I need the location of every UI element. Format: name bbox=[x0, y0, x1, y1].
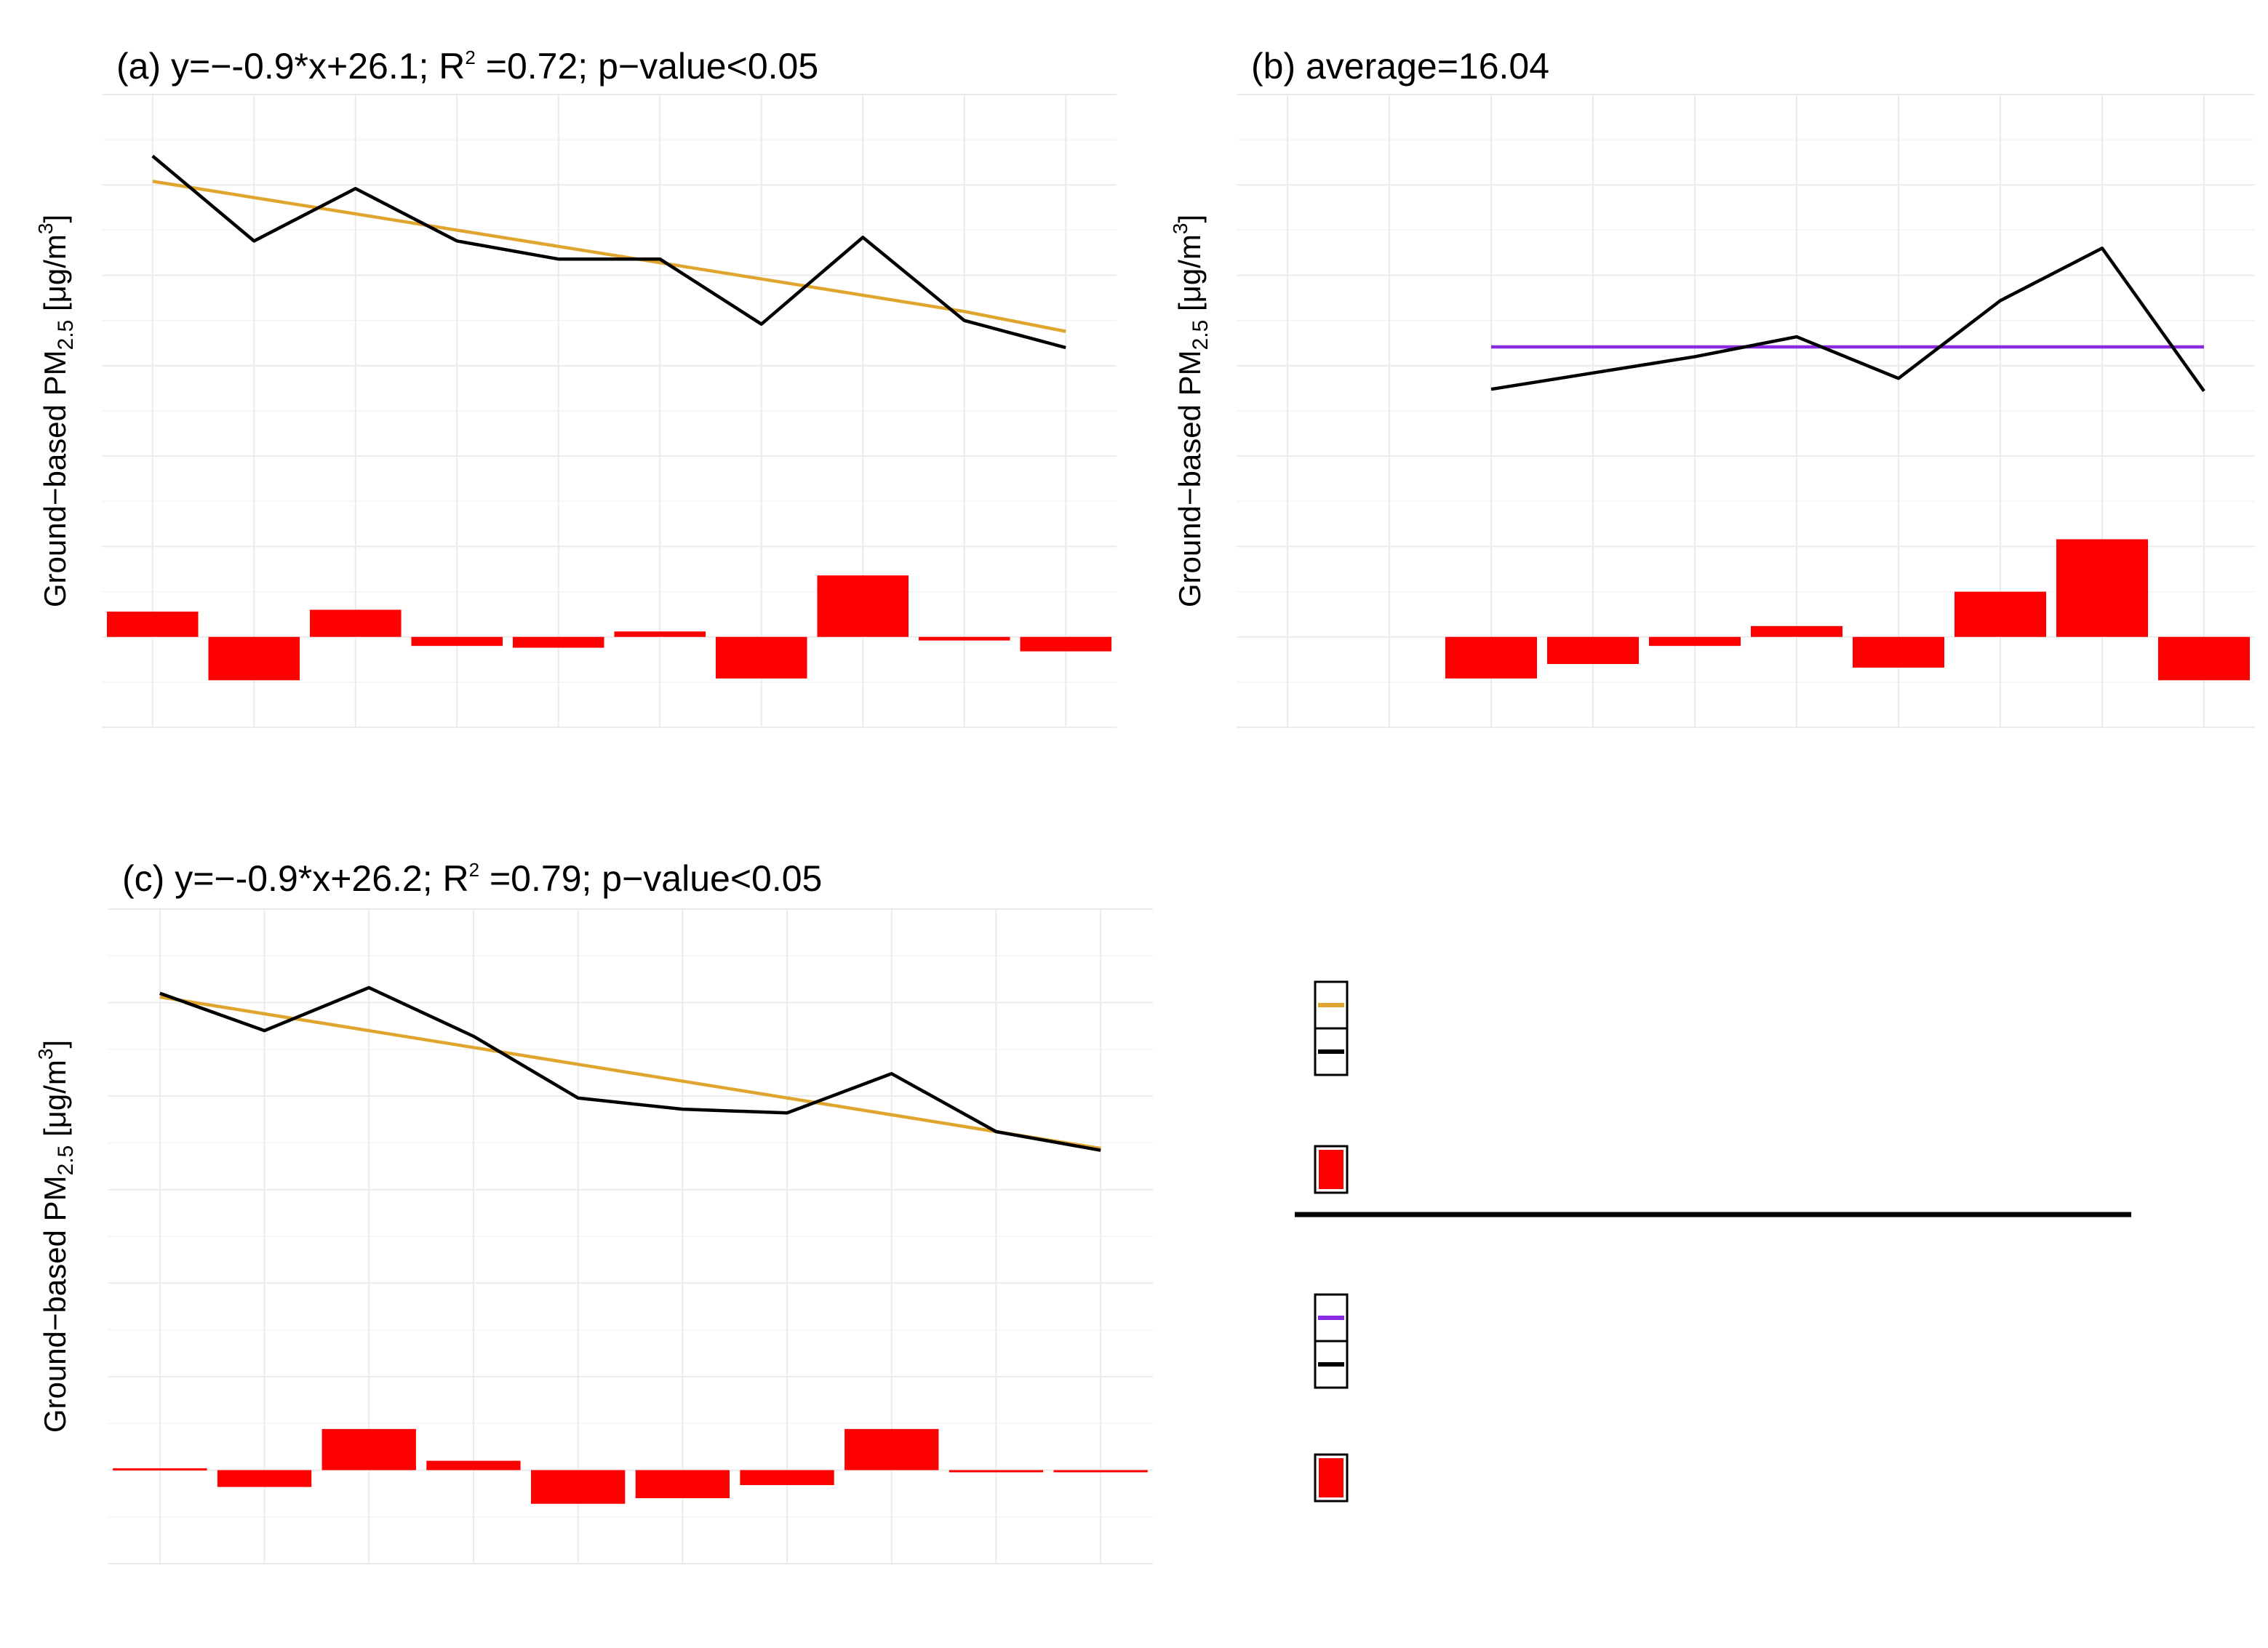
title-superscript: 2 bbox=[469, 859, 479, 881]
panel-b: (b) average=16.04 Ground−based PM2.5 [μg/… bbox=[1169, 46, 2255, 728]
legend-bar-swatch bbox=[1319, 1150, 1343, 1189]
anomaly-bar bbox=[411, 636, 503, 647]
title-superscript: 2 bbox=[465, 47, 475, 68]
ylabel-text: ] bbox=[38, 1040, 72, 1049]
title-text: =0.79; p−value<0.05 bbox=[479, 858, 822, 899]
ylabel-text: Ground−based PM bbox=[38, 1175, 72, 1433]
ylabel-text: [μg/m bbox=[1173, 234, 1207, 320]
panel-title: (a) y=−-0.9*x+26.1; R2 =0.72; p−value<0.… bbox=[116, 46, 818, 87]
trend-line bbox=[159, 995, 1101, 1151]
legend-b bbox=[1314, 1293, 1349, 1503]
ylabel-superscript: 3 bbox=[34, 1049, 57, 1060]
title-text: (b) average=16.04 bbox=[1251, 46, 1549, 87]
anomaly-bar bbox=[2158, 636, 2250, 681]
panel-c: (c) y=−-0.9*x+26.2; R2 =0.79; p−value<0.… bbox=[34, 858, 1153, 1564]
anomaly-bar bbox=[426, 1460, 521, 1471]
legend-a-and-c bbox=[1314, 980, 1349, 1194]
anomaly-bar bbox=[918, 636, 1010, 641]
ylabel-text: ] bbox=[1173, 215, 1207, 223]
yearly-average-line bbox=[159, 985, 1101, 1152]
ylabel-superscript: 3 bbox=[1169, 223, 1191, 235]
ylabel-text: [μg/m bbox=[38, 1060, 72, 1145]
anomaly-bar bbox=[740, 1470, 834, 1485]
ylabel-subscript: 2.5 bbox=[1189, 320, 1213, 351]
panel-title: (b) average=16.04 bbox=[1251, 46, 1549, 87]
ylabel-superscript: 3 bbox=[34, 223, 57, 235]
ylabel-text: Ground−based PM bbox=[38, 350, 72, 607]
anomaly-bar bbox=[1751, 625, 1842, 637]
anomaly-bar bbox=[715, 636, 807, 679]
anomaly-bar bbox=[1053, 1470, 1148, 1473]
yearly-average-line bbox=[151, 154, 1066, 350]
anomaly-bar bbox=[2056, 539, 2148, 637]
anomaly-bar bbox=[1649, 636, 1741, 647]
anomaly-bar bbox=[844, 1428, 939, 1471]
panel-a: (a) y=−-0.9*x+26.1; R2 =0.72; p−value<0.… bbox=[34, 46, 1117, 728]
anomaly-bar bbox=[530, 1470, 626, 1504]
anomaly-bar bbox=[817, 575, 909, 637]
anomaly-bar bbox=[1954, 591, 2046, 637]
anomaly-bar bbox=[106, 611, 199, 637]
anomaly-bar bbox=[309, 609, 402, 637]
anomaly-bar bbox=[217, 1470, 312, 1487]
trend-line bbox=[152, 180, 1066, 333]
y-axis-label: Ground−based PM2.5 [μg/m3] bbox=[34, 1040, 78, 1433]
anomaly-bar bbox=[322, 1428, 416, 1471]
title-text: =0.72; p−value<0.05 bbox=[476, 46, 818, 87]
anomaly-bar bbox=[1853, 636, 1944, 668]
panel-title: (c) y=−-0.9*x+26.2; R2 =0.79; p−value<0.… bbox=[122, 858, 822, 899]
ylabel-text: [μg/m bbox=[38, 234, 72, 320]
title-text: (c) y=−-0.9*x+26.2; R bbox=[122, 858, 469, 899]
anomaly-bar bbox=[1547, 636, 1639, 664]
y-axis-label: Ground−based PM2.5 [μg/m3] bbox=[1169, 215, 1213, 607]
ylabel-text: Ground−based PM bbox=[1173, 350, 1207, 607]
anomaly-bar bbox=[949, 1470, 1044, 1473]
y-axis-label: Ground−based PM2.5 [μg/m3] bbox=[34, 215, 78, 607]
ylabel-subscript: 2.5 bbox=[54, 1145, 78, 1176]
legend-bar-swatch bbox=[1319, 1458, 1343, 1497]
anomaly-bar bbox=[208, 636, 300, 681]
yearly-average-line bbox=[1490, 247, 2205, 392]
anomaly-bar bbox=[614, 631, 706, 637]
anomaly-bar bbox=[1445, 636, 1537, 679]
ylabel-subscript: 2.5 bbox=[54, 320, 78, 351]
ylabel-text: ] bbox=[38, 215, 72, 223]
anomaly-bar bbox=[635, 1470, 730, 1498]
anomaly-bar bbox=[1020, 636, 1112, 652]
title-text: (a) y=−-0.9*x+26.1; R bbox=[116, 46, 465, 87]
anomaly-bar bbox=[113, 1468, 207, 1471]
anomaly-bar bbox=[512, 636, 604, 648]
